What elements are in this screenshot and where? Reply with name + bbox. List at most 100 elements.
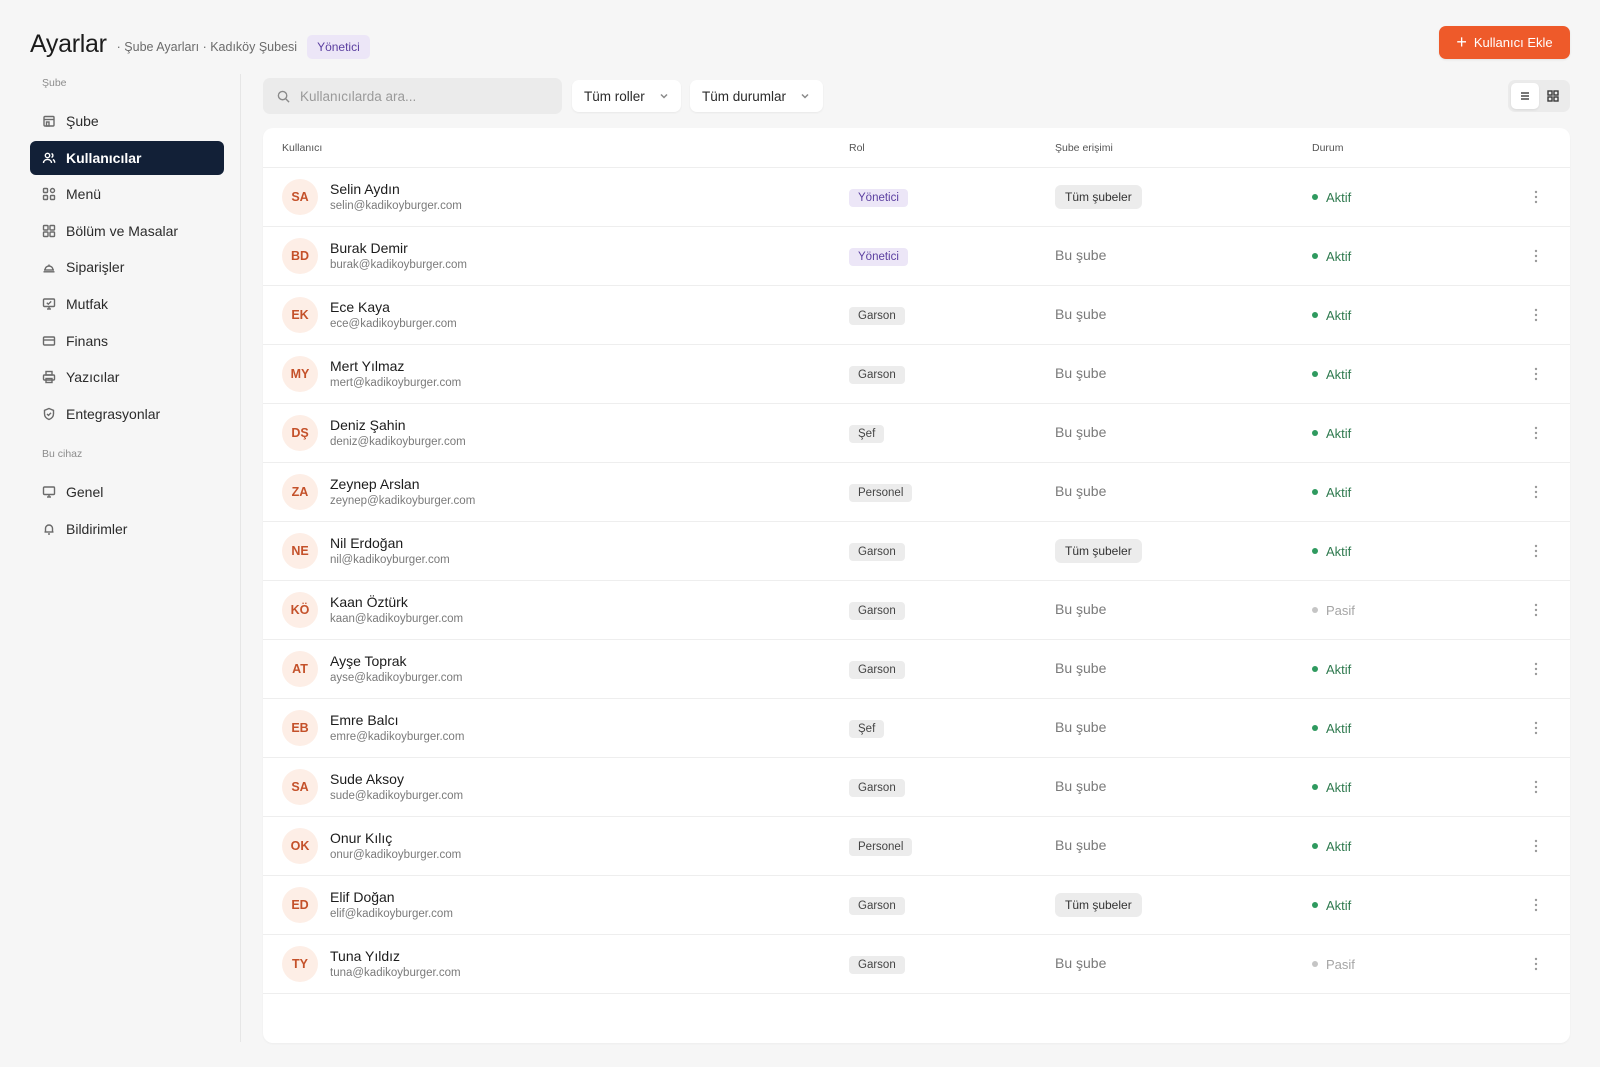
table-row[interactable]: KÖ Kaan Öztürk kaan@kadikoyburger.com Garso… xyxy=(263,581,1570,640)
user-name: Onur Kılıç xyxy=(330,829,393,846)
more-options-button[interactable] xyxy=(1526,839,1546,853)
user-name: Ayşe Toprak xyxy=(330,652,407,669)
kebab-menu-icon xyxy=(1534,426,1538,440)
kebab-menu-icon xyxy=(1534,190,1538,204)
status-dot xyxy=(1312,784,1318,790)
more-options-button[interactable] xyxy=(1526,426,1546,440)
user-name: Mert Yılmaz xyxy=(330,357,405,374)
user-name: Tuna Yıldız xyxy=(330,947,401,964)
table-row[interactable]: AT Ayşe Toprak ayse@kadikoyburger.com Garso… xyxy=(263,640,1570,699)
chevron-down-icon xyxy=(801,93,809,99)
bell-icon xyxy=(42,522,56,536)
table-row[interactable]: ZA Zeynep Arslan zeynep@kadikoyburger.com P… xyxy=(263,463,1570,522)
avatar: SA xyxy=(282,179,318,215)
avatar: ED xyxy=(282,887,318,923)
sidebar-item-store[interactable]: Şube xyxy=(30,104,224,138)
more-options-button[interactable] xyxy=(1526,308,1546,322)
user-name: Nil Erdoğan xyxy=(330,534,404,551)
status-filter-dropdown[interactable]: Tüm durumlar xyxy=(690,80,823,112)
sidebar-item-bell[interactable]: Bildirimler xyxy=(30,512,224,546)
access-text: Bu şube xyxy=(1055,955,1107,971)
user-email: emre@kadikoyburger.com xyxy=(330,730,465,743)
sidebar-item-users[interactable]: Kullanıcılar xyxy=(30,140,224,175)
sidebar-item-card[interactable]: Finans xyxy=(30,324,224,358)
kebab-menu-icon xyxy=(1534,839,1538,853)
grid-view-button[interactable] xyxy=(1539,83,1567,109)
more-options-button[interactable] xyxy=(1526,780,1546,794)
role-badge: Şef xyxy=(849,719,885,738)
user-email: onur@kadikoyburger.com xyxy=(330,848,462,861)
more-options-button[interactable] xyxy=(1526,721,1546,735)
user-email: kaan@kadikoyburger.com xyxy=(330,612,464,625)
user-email: zeynep@kadikoyburger.com xyxy=(330,494,476,507)
role-filter-dropdown[interactable]: Tüm roller xyxy=(572,80,681,112)
more-options-button[interactable] xyxy=(1526,544,1546,558)
user-name: Selin Aydın xyxy=(330,180,400,197)
status-dot xyxy=(1312,725,1318,731)
tables-icon xyxy=(42,224,56,238)
access-text: Bu şube xyxy=(1055,719,1107,735)
sidebar-item-label: Şube xyxy=(66,113,99,129)
sidebar-item-shield[interactable]: Entegrasyonlar xyxy=(30,397,224,431)
role-badge: Şef xyxy=(849,424,885,443)
kebab-menu-icon xyxy=(1534,544,1538,558)
more-options-button[interactable] xyxy=(1526,603,1546,617)
status-indicator: Aktif xyxy=(1312,721,1526,736)
table-row[interactable]: OK Onur Kılıç onur@kadikoyburger.com Person… xyxy=(263,817,1570,876)
kebab-menu-icon xyxy=(1534,485,1538,499)
sidebar-item-printer[interactable]: Yazıcılar xyxy=(30,360,224,394)
column-header-user: Kullanıcı xyxy=(282,141,323,154)
table-row[interactable]: SA Selin Aydın selin@kadikoyburger.com Yöne… xyxy=(263,168,1570,227)
access-text: Bu şube xyxy=(1055,778,1107,794)
more-options-button[interactable] xyxy=(1526,898,1546,912)
status-label: Aktif xyxy=(1326,189,1352,205)
list-view-button[interactable] xyxy=(1511,83,1539,109)
status-indicator: Aktif xyxy=(1312,839,1526,854)
sidebar-divider xyxy=(240,74,241,1042)
status-label: Pasif xyxy=(1326,602,1355,618)
more-options-button[interactable] xyxy=(1526,485,1546,499)
table-row[interactable]: TY Tuna Yıldız tuna@kadikoyburger.com Garso… xyxy=(263,935,1570,994)
table-row[interactable]: SA Sude Aksoy sude@kadikoyburger.com Garson… xyxy=(263,758,1570,817)
search-input[interactable] xyxy=(300,88,540,104)
table-row[interactable]: DŞ Deniz Şahin deniz@kadikoyburger.com Şef B… xyxy=(263,404,1570,463)
status-indicator: Aktif xyxy=(1312,780,1526,795)
status-indicator: Aktif xyxy=(1312,426,1526,441)
table-row[interactable]: ED Elif Doğan elif@kadikoyburger.com Garson… xyxy=(263,876,1570,935)
avatar: SA xyxy=(282,769,318,805)
more-options-button[interactable] xyxy=(1526,957,1546,971)
user-email: tuna@kadikoyburger.com xyxy=(330,966,461,979)
sidebar-item-menu-grid[interactable]: Menü xyxy=(30,177,224,211)
more-options-button[interactable] xyxy=(1526,190,1546,204)
user-name: Emre Balcı xyxy=(330,711,399,728)
status-label: Aktif xyxy=(1326,779,1352,795)
search-box[interactable] xyxy=(263,78,562,114)
sidebar-item-monitor[interactable]: Genel xyxy=(30,475,224,509)
status-dot xyxy=(1312,489,1318,495)
table-row[interactable]: NE Nil Erdoğan nil@kadikoyburger.com Garson… xyxy=(263,522,1570,581)
role-badge: Garson xyxy=(849,365,905,384)
avatar: AT xyxy=(282,651,318,687)
sidebar-item-cloche[interactable]: Siparişler xyxy=(30,250,224,284)
user-name: Kaan Öztürk xyxy=(330,593,408,610)
sidebar-item-label: Menü xyxy=(66,186,102,203)
table-row[interactable]: BD Burak Demir burak@kadikoyburger.com Yöne… xyxy=(263,227,1570,286)
user-email: nil@kadikoyburger.com xyxy=(330,553,450,566)
user-name: Ece Kaya xyxy=(330,298,390,315)
more-options-button[interactable] xyxy=(1526,662,1546,676)
more-options-button[interactable] xyxy=(1526,367,1546,381)
sidebar-item-tables[interactable]: Bölüm ve Masalar xyxy=(30,214,224,248)
status-dot xyxy=(1312,843,1318,849)
user-email: deniz@kadikoyburger.com xyxy=(330,435,466,448)
add-user-button[interactable]: + Kullanıcı Ekle xyxy=(1439,26,1570,59)
status-indicator: Pasif xyxy=(1312,957,1526,972)
table-row[interactable]: EK Ece Kaya ece@kadikoyburger.com Garson Bu … xyxy=(263,286,1570,345)
column-header-access: Şube erişimi xyxy=(1055,141,1113,154)
role-badge: Personel xyxy=(849,483,913,502)
table-row[interactable]: MY Mert Yılmaz mert@kadikoyburger.com Garso… xyxy=(263,345,1570,404)
table-row[interactable]: EB Emre Balcı emre@kadikoyburger.com Şef Bu … xyxy=(263,699,1570,758)
more-options-button[interactable] xyxy=(1526,249,1546,263)
status-label: Aktif xyxy=(1326,248,1352,264)
sidebar-item-monitor-check[interactable]: Mutfak xyxy=(30,287,224,321)
status-indicator: Aktif xyxy=(1312,662,1526,677)
